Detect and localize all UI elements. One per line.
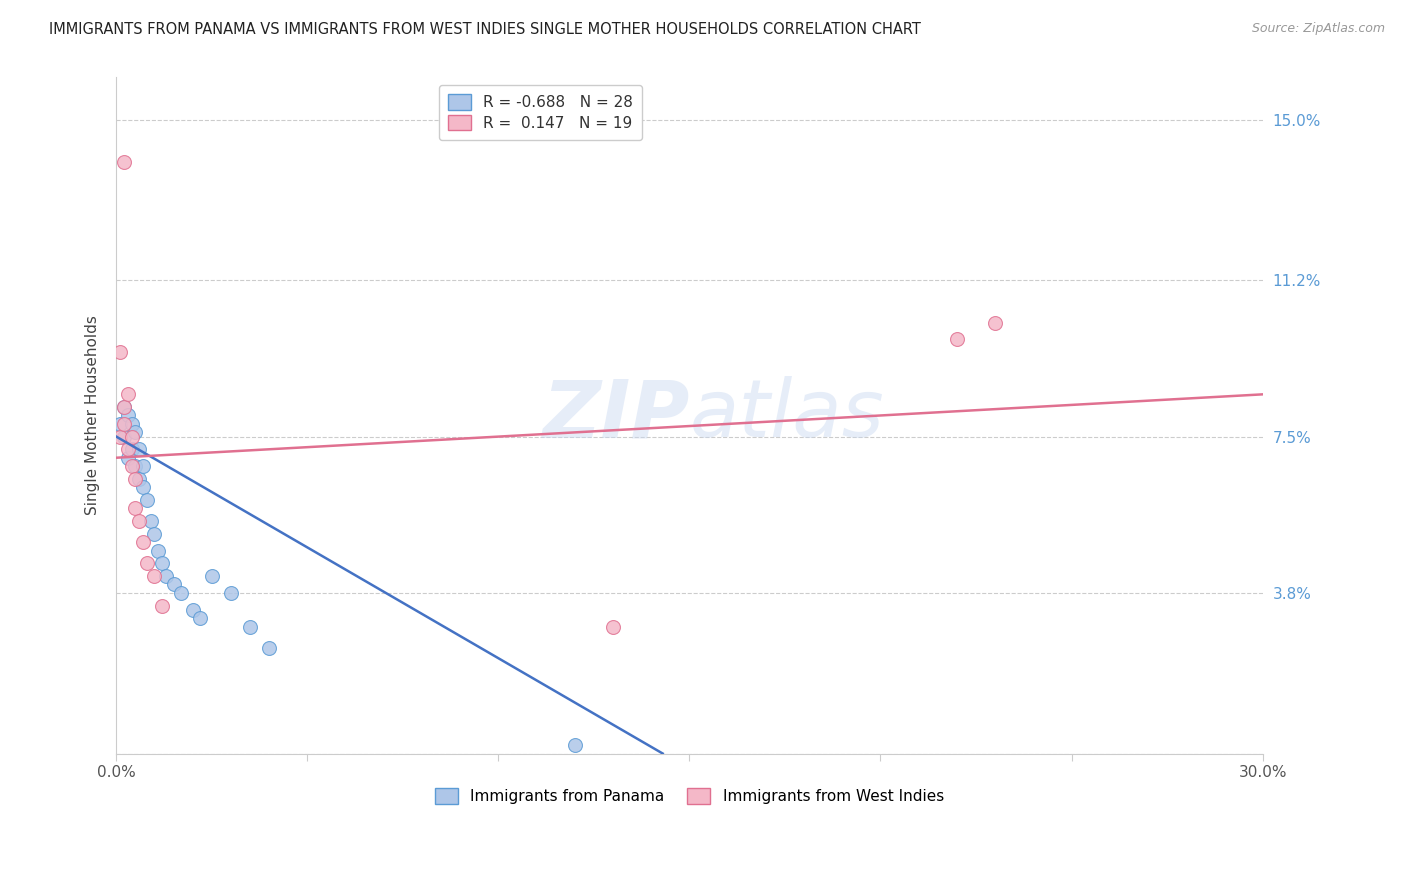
Point — [155, 569, 177, 583]
Y-axis label: Single Mother Households: Single Mother Households — [86, 316, 100, 516]
Point — [201, 569, 224, 583]
Point — [150, 557, 173, 571]
Point — [135, 557, 157, 571]
Point — [132, 535, 155, 549]
Point — [148, 543, 170, 558]
Point — [188, 611, 211, 625]
Point — [128, 442, 150, 457]
Point — [112, 400, 135, 414]
Text: Source: ZipAtlas.com: Source: ZipAtlas.com — [1251, 22, 1385, 36]
Text: atlas: atlas — [689, 376, 884, 455]
Point — [181, 603, 204, 617]
Point — [108, 417, 131, 431]
Point — [117, 450, 139, 465]
Point — [132, 459, 155, 474]
Point — [117, 387, 139, 401]
Point — [124, 459, 146, 474]
Point — [108, 429, 131, 443]
Point — [170, 586, 193, 600]
Point — [112, 400, 135, 414]
Point — [143, 569, 166, 583]
Point — [143, 526, 166, 541]
Point — [121, 459, 143, 474]
Point — [108, 345, 131, 359]
Legend: Immigrants from Panama, Immigrants from West Indies: Immigrants from Panama, Immigrants from … — [426, 780, 953, 814]
Point — [124, 501, 146, 516]
Point — [132, 480, 155, 494]
Point — [117, 409, 139, 423]
Point — [239, 620, 262, 634]
Point — [112, 155, 135, 169]
Point — [124, 472, 146, 486]
Point — [219, 586, 242, 600]
Point — [150, 599, 173, 613]
Point — [128, 514, 150, 528]
Point — [139, 514, 162, 528]
Text: ZIP: ZIP — [543, 376, 689, 455]
Point — [112, 417, 135, 431]
Point — [257, 640, 280, 655]
Point — [128, 472, 150, 486]
Text: IMMIGRANTS FROM PANAMA VS IMMIGRANTS FROM WEST INDIES SINGLE MOTHER HOUSEHOLDS C: IMMIGRANTS FROM PANAMA VS IMMIGRANTS FRO… — [49, 22, 921, 37]
Point — [121, 417, 143, 431]
Point — [162, 577, 184, 591]
Point — [112, 429, 135, 443]
Point — [135, 493, 157, 508]
Point — [121, 429, 143, 443]
Point — [124, 425, 146, 440]
Point — [564, 738, 586, 752]
Point — [946, 333, 969, 347]
Point — [602, 620, 624, 634]
Point — [117, 442, 139, 457]
Point — [121, 442, 143, 457]
Point — [984, 316, 1007, 330]
